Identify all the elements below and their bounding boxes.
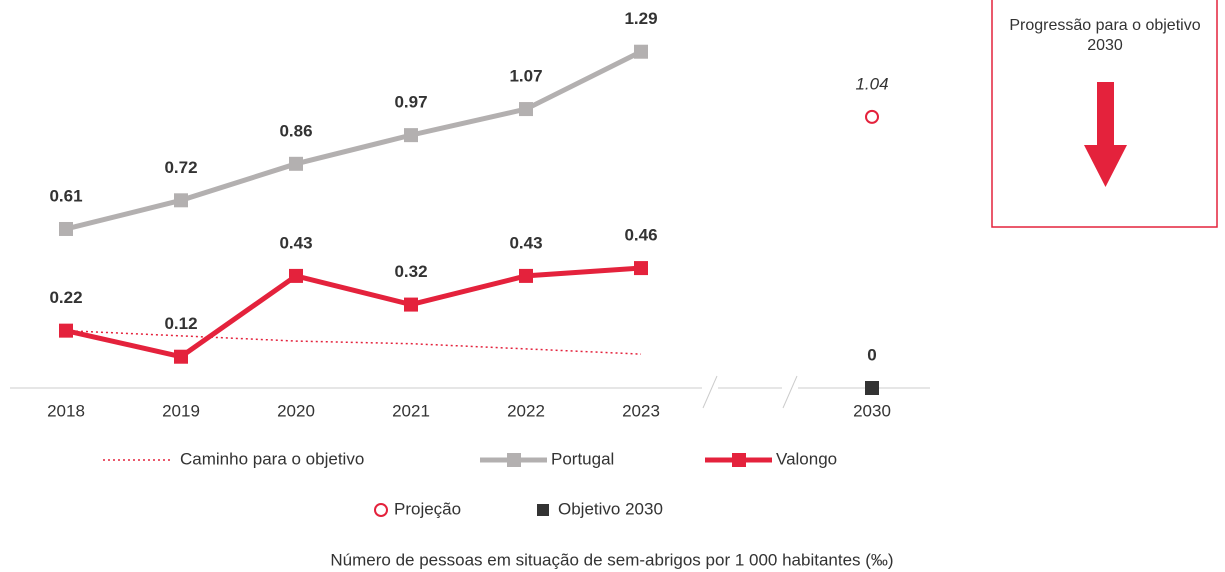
point <box>289 268 303 283</box>
point <box>174 193 188 208</box>
data-label: 0.61 <box>49 186 82 205</box>
x-tick-label: 2020 <box>277 401 315 420</box>
data-label: 0.46 <box>624 226 657 245</box>
legend-label: Caminho para o objetivo <box>180 449 364 468</box>
data-label: 0.32 <box>394 262 427 281</box>
legend-marker <box>507 453 521 467</box>
data-label: 1.29 <box>624 9 657 28</box>
x-tick-label: 2030 <box>853 401 891 420</box>
x-tick-label: 2023 <box>622 401 660 420</box>
arrow-head <box>1084 145 1127 187</box>
point <box>174 349 188 364</box>
legend-label: Projeção <box>394 499 461 518</box>
side-note-box: Progressão para o objetivo 2030 <box>1009 17 1201 54</box>
data-label: 0.43 <box>509 233 542 252</box>
legend-label: Objetivo 2030 <box>558 499 663 518</box>
x-tick-label: 2022 <box>507 401 545 420</box>
x-tick-label: 2019 <box>162 401 200 420</box>
data-label: 0 <box>867 345 876 364</box>
point <box>59 221 73 236</box>
x-tick-label: 2018 <box>47 401 85 420</box>
x-axis <box>10 375 930 409</box>
legend-marker <box>374 503 388 517</box>
point <box>865 109 879 124</box>
point <box>519 102 533 117</box>
series-line <box>65 329 642 355</box>
series-line <box>65 265 642 360</box>
axis-break <box>782 375 798 409</box>
data-label: 0.72 <box>164 158 197 177</box>
axis-break <box>702 375 718 409</box>
data-label: 0.97 <box>394 93 427 112</box>
data-label: 0.86 <box>279 121 312 140</box>
point <box>634 261 648 276</box>
data-label: 0.12 <box>164 314 197 333</box>
series-line <box>65 49 643 232</box>
point <box>289 156 303 171</box>
legend-label: Portugal <box>551 449 614 468</box>
legend-label: Valongo <box>776 449 837 468</box>
point <box>59 323 73 338</box>
legend-marker <box>537 504 549 516</box>
legend-marker <box>732 453 746 467</box>
point <box>865 381 879 395</box>
arrow-shaft <box>1097 82 1114 146</box>
side-box <box>991 0 1218 228</box>
data-label: 1.07 <box>509 67 542 86</box>
point <box>404 128 418 143</box>
point <box>404 297 418 312</box>
data-label: 1.04 <box>855 74 888 93</box>
x-tick-label: 2021 <box>392 401 430 420</box>
point <box>634 44 648 59</box>
data-label: 0.22 <box>49 288 82 307</box>
caption: Número de pessoas em situação de sem-abr… <box>330 550 893 569</box>
side-note: Progressão para o objetivo 2030 <box>1009 17 1201 54</box>
data-label: 0.43 <box>279 233 312 252</box>
point <box>519 268 533 283</box>
